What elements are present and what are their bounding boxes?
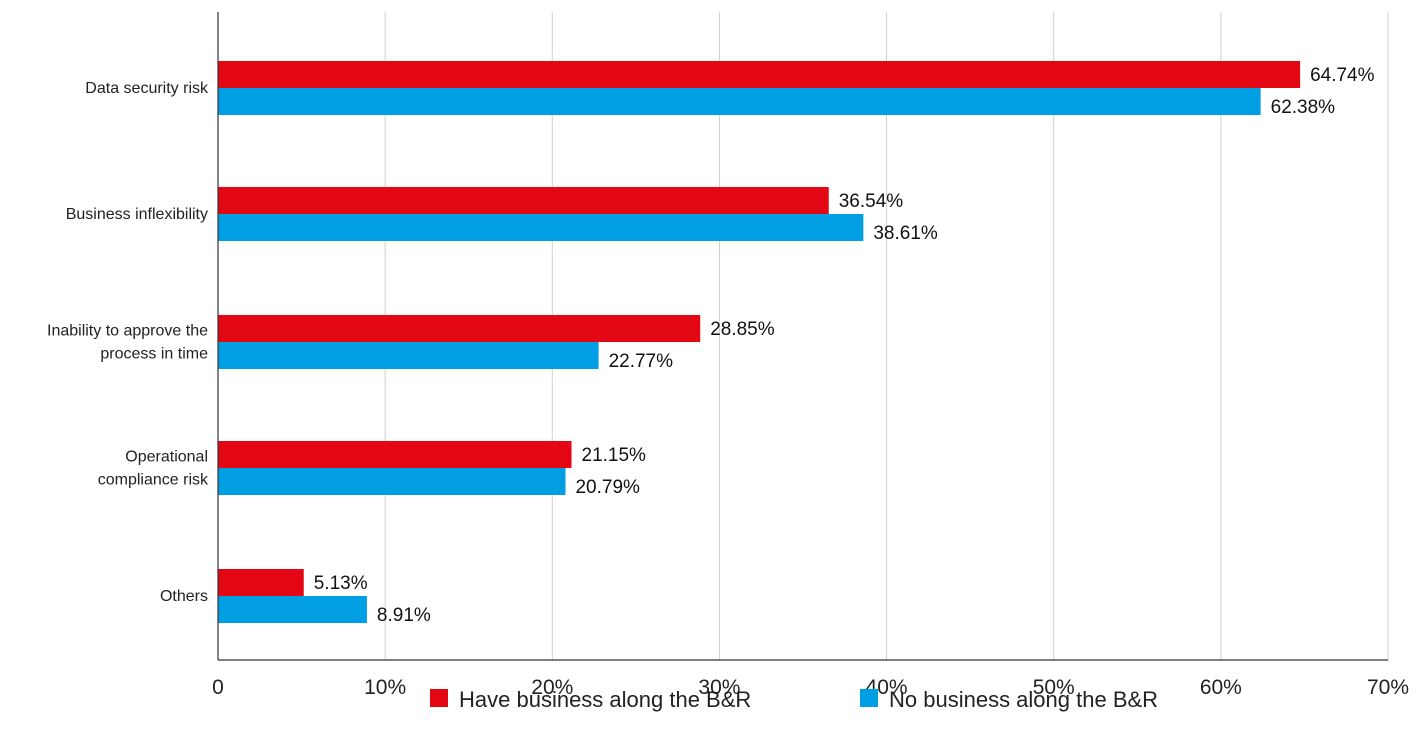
bar-have-business-4 xyxy=(218,441,572,468)
legend-label-no-business: No business along the B&R xyxy=(889,687,1158,712)
data-label-have-business-2: 36.54% xyxy=(839,191,904,212)
legend: Have business along the B&R No business a… xyxy=(430,687,1158,712)
bar-no-business-5 xyxy=(218,596,367,623)
bar-no-business-1 xyxy=(218,88,1261,115)
data-label-have-business-5: 5.13% xyxy=(314,573,368,594)
data-label-have-business-1: 64.74% xyxy=(1310,65,1375,86)
data-label-have-business-4: 21.15% xyxy=(582,445,647,466)
data-label-no-business-5: 8.91% xyxy=(377,605,431,626)
bar-have-business-2 xyxy=(218,187,829,214)
bar-have-business-3 xyxy=(218,315,701,342)
bar-no-business-4 xyxy=(218,468,566,495)
x-tick-label-3: 30% xyxy=(698,676,740,699)
x-tick-label-0: 0 xyxy=(212,676,224,699)
bar-no-business-3 xyxy=(218,342,599,369)
data-label-have-business-3: 28.85% xyxy=(710,319,775,340)
category-label-2: Business inflexibility xyxy=(66,206,208,223)
bars xyxy=(218,61,1301,623)
axes xyxy=(217,12,1388,661)
data-label-no-business-3: 22.77% xyxy=(609,351,674,372)
legend-swatch-have-business xyxy=(430,689,448,707)
x-tick-label-2: 20% xyxy=(531,676,573,699)
data-label-no-business-2: 38.61% xyxy=(873,223,938,244)
data-label-no-business-1: 62.38% xyxy=(1271,97,1336,118)
x-tick-label-6: 60% xyxy=(1200,676,1242,699)
category-label-4: Operational compliance risk xyxy=(98,449,209,489)
category-label-3: Inability to approve the process in time xyxy=(47,323,208,363)
x-tick-label-5: 50% xyxy=(1033,676,1075,699)
x-tick-label-7: 70% xyxy=(1367,676,1409,699)
category-label-5: Others xyxy=(160,588,208,605)
bar-no-business-2 xyxy=(218,214,864,241)
x-tick-label-1: 10% xyxy=(364,676,406,699)
category-label-1: Data security risk xyxy=(85,80,209,97)
legend-swatch-no-business xyxy=(860,689,878,707)
legend-label-have-business: Have business along the B&R xyxy=(459,687,751,712)
bar-have-business-1 xyxy=(218,61,1301,88)
bar-have-business-5 xyxy=(218,569,304,596)
gridlines xyxy=(384,12,1389,660)
data-label-no-business-4: 20.79% xyxy=(575,477,640,498)
labels: 64.74% 62.38% Data security risk 36.54% 38.6… xyxy=(47,65,1409,699)
